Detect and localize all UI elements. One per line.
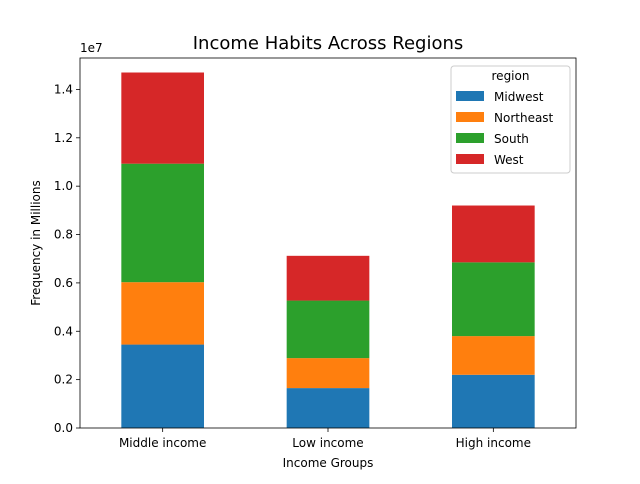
legend-label-south: South bbox=[494, 132, 529, 146]
legend-swatch-midwest bbox=[456, 91, 484, 101]
y-axis-label: Frequency in Millions bbox=[29, 180, 43, 305]
x-tick-label: Low income bbox=[292, 436, 363, 450]
x-tick-label: High income bbox=[456, 436, 531, 450]
y-tick-label: 0.8 bbox=[54, 228, 73, 242]
legend-swatch-west bbox=[456, 154, 484, 164]
bar-segment-south-0 bbox=[121, 163, 204, 283]
bar-segment-northeast-0 bbox=[121, 282, 204, 345]
legend-label-midwest: Midwest bbox=[494, 90, 544, 104]
y-tick-label: 0.2 bbox=[54, 373, 73, 387]
y-axis-offset-label: 1e7 bbox=[80, 41, 103, 55]
plot-frame bbox=[79, 57, 577, 429]
legend-label-west: West bbox=[494, 153, 524, 167]
bar-segment-south-1 bbox=[286, 300, 370, 359]
y-tick-label: 0.6 bbox=[54, 276, 73, 290]
bar-segment-northeast-1 bbox=[286, 358, 370, 389]
legend-title: region bbox=[492, 69, 530, 83]
chart-title: Income Habits Across Regions bbox=[193, 33, 464, 54]
legend: region Midwest Northeast South West bbox=[450, 65, 571, 174]
bar-segment-northeast-2 bbox=[452, 336, 535, 375]
x-axis-label: Income Groups bbox=[283, 456, 374, 470]
bar-segment-south-2 bbox=[452, 262, 535, 337]
legend-swatch-south bbox=[456, 133, 484, 143]
bar-segment-midwest-2 bbox=[452, 374, 535, 428]
y-tick-label: 0.4 bbox=[54, 324, 73, 338]
bar-segment-west-2 bbox=[452, 205, 535, 263]
x-tick-label: Middle income bbox=[119, 436, 206, 450]
bar-segment-west-0 bbox=[121, 72, 204, 164]
legend-swatch-northeast bbox=[456, 112, 484, 122]
y-tick-label: 0.0 bbox=[54, 421, 73, 435]
y-tick-label: 1.0 bbox=[54, 179, 73, 193]
y-tick-label: 1.2 bbox=[54, 131, 73, 145]
bar-segment-west-1 bbox=[286, 255, 370, 301]
bar-segment-midwest-1 bbox=[286, 388, 370, 428]
plot-area: Middle income Low income High income 0.0 0.2… bbox=[54, 57, 577, 450]
legend-label-northeast: Northeast bbox=[494, 111, 554, 125]
bar-segment-midwest-0 bbox=[121, 344, 204, 428]
y-tick-label: 1.4 bbox=[54, 82, 73, 96]
